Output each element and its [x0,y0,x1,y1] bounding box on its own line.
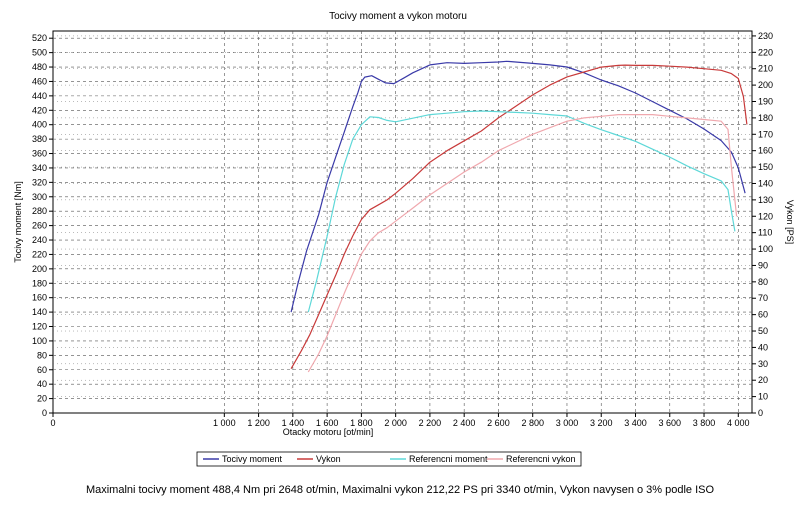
y-right-tick-label: 220 [758,47,773,57]
y-left-tick-label: 80 [37,350,47,360]
x-tick-label: 1 800 [350,418,373,428]
y-left-tick-label: 60 [37,365,47,375]
x-tick-label: 3 600 [658,418,681,428]
x-tick-label: 1 200 [247,418,270,428]
y-left-tick-label: 480 [32,62,47,72]
y-left-tick-label: 420 [32,105,47,115]
y-left-tick-label: 320 [32,177,47,187]
y-right-tick-label: 160 [758,146,773,156]
x-tick-label: 0 [50,418,55,428]
legend-label-tocivy-moment: Tocivy moment [222,454,283,464]
y-right-tick-label: 30 [758,359,768,369]
y-left-axis-label: Tocivy moment [Nm] [13,181,23,263]
x-axis-label: Otacky motoru [ot/min] [283,427,374,437]
y-left-tick-label: 100 [32,336,47,346]
x-tick-label: 2 800 [521,418,544,428]
legend-label-vykon: Vykon [316,454,341,464]
y-right-tick-label: 50 [758,326,768,336]
y-right-tick-label: 70 [758,293,768,303]
x-tick-label: 3 000 [556,418,579,428]
y-left-tick-label: 260 [32,221,47,231]
y-right-tick-label: 110 [758,228,772,238]
y-left-tick-label: 280 [32,206,47,216]
y-left-tick-label: 20 [37,394,47,404]
x-tick-label: 3 400 [624,418,647,428]
y-left-tick-label: 360 [32,149,47,159]
y-right-tick-label: 130 [758,195,773,205]
legend: Tocivy moment Vykon Referencni moment Refer… [196,451,582,467]
y-left-tick-label: 400 [32,120,47,130]
y-right-tick-label: 80 [758,277,768,287]
y-right-axis-label: Vykon [PS] [785,200,795,244]
series-line-vykon [290,64,748,369]
y-right-tick-label: 60 [758,310,768,320]
y-left-tick-label: 440 [32,91,47,101]
x-tick-label: 2 000 [384,418,407,428]
y-left-tick-label: 500 [32,48,47,58]
chart-title: Tocivy moment a vykon motoru [329,11,467,22]
plot-frame [52,30,753,414]
y-left-tick-label: 160 [32,293,47,303]
y-right-tick-label: 100 [758,244,773,254]
x-tick-label: 1 000 [213,418,236,428]
y-right-tick-label: 170 [758,129,773,139]
y-right-tick-label: 150 [758,162,773,172]
series-line-tocivy-moment [290,60,746,313]
y-left-tick-label: 240 [32,235,47,245]
y-left-tick-label: 180 [32,278,47,288]
plot-border [52,30,753,414]
y-left-tick-label: 340 [32,163,47,173]
y-right-tick-label: 0 [758,408,763,418]
y-left-tick-label: 0 [42,408,47,418]
x-tick-label: 2 600 [487,418,510,428]
y-left-tick-label: 200 [32,264,47,274]
x-axis-ticks: 0 1 000 1 200 1 400 1 600 1 800 2 000 2 200 2 40… [50,413,750,428]
y-right-tick-label: 180 [758,113,773,123]
y-left-tick-label: 460 [32,76,47,86]
x-tick-label: 4 000 [727,418,750,428]
y-left-tick-label: 40 [37,379,47,389]
x-tick-label: 1 400 [282,418,305,428]
y-right-tick-label: 210 [758,64,773,74]
y-left-tick-label: 380 [32,134,47,144]
y-right-tick-label: 120 [758,211,773,221]
y-left-tick-label: 220 [32,249,47,259]
x-tick-label: 3 200 [590,418,613,428]
legend-label-referencni-moment: Referencni moment [409,454,488,464]
y-left-tick-label: 140 [32,307,47,317]
y-left-axis-ticks: 0 20 40 60 80 100 120 140 160 180 200 220 240 260 280 3… [32,33,53,418]
y-right-tick-label: 40 [758,342,768,352]
y-right-tick-label: 190 [758,96,773,106]
x-tick-label: 2 200 [419,418,442,428]
legend-label-referencni-vykon: Referencni vykon [506,454,576,464]
x-tick-label: 2 400 [453,418,476,428]
y-left-tick-label: 300 [32,192,47,202]
grid [53,31,752,413]
y-left-tick-label: 520 [32,33,47,43]
series-line-referencni-moment [307,110,736,313]
y-left-tick-label: 120 [32,322,47,332]
y-right-tick-label: 20 [758,375,768,385]
x-tick-label: 3 800 [693,418,716,428]
x-tick-label: 1 600 [316,418,339,428]
y-right-tick-label: 140 [758,178,773,188]
y-right-tick-label: 10 [758,392,768,402]
summary-text: Maximalni tocivy moment 488,4 Nm pri 264… [85,484,715,496]
y-right-tick-label: 230 [758,31,773,41]
y-right-axis-ticks: 0 10 20 30 40 50 60 70 80 90 100 110 120 130 140 150 160… [752,31,773,418]
series-layer [290,60,748,373]
y-right-tick-label: 200 [758,80,773,90]
series-line-referencni-vykon [307,113,738,373]
legend-box [196,451,582,467]
y-right-tick-label: 90 [758,260,768,270]
